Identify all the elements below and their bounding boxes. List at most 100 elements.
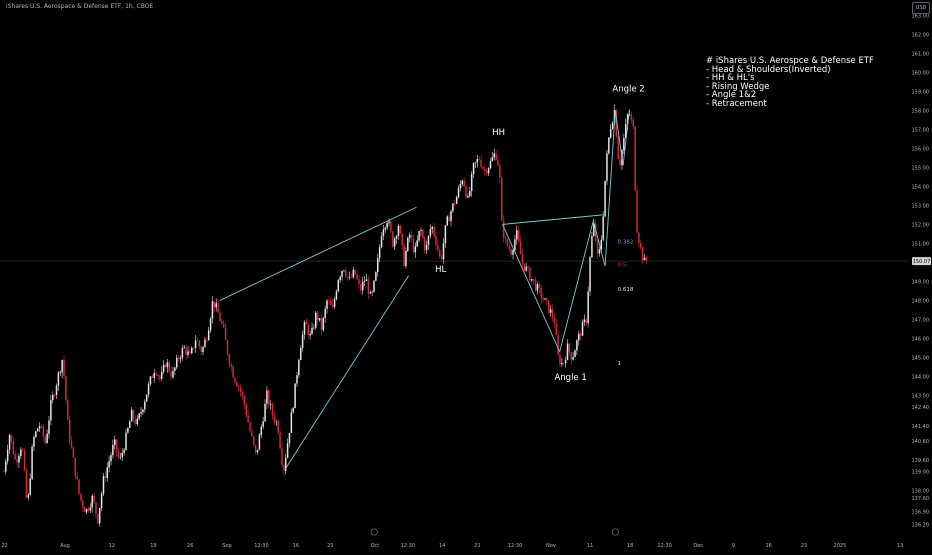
candle-body	[439, 249, 441, 257]
candle-body	[593, 223, 595, 237]
candle-body	[491, 157, 494, 161]
candle-body	[519, 241, 522, 255]
candle-body	[474, 162, 477, 164]
x-tick-label: 19	[150, 543, 156, 549]
trendlines	[219, 110, 630, 470]
candle-body	[234, 377, 236, 383]
candle-body	[380, 236, 383, 248]
last-price-badge	[912, 257, 931, 266]
candle-body	[61, 360, 63, 373]
candle-body	[97, 513, 99, 524]
candle-body	[405, 250, 407, 267]
note-line: - Retracement	[706, 98, 767, 109]
candle-body	[416, 240, 418, 247]
candle-body	[516, 230, 518, 240]
candle-body	[410, 234, 413, 239]
x-tick-label: 23	[327, 543, 333, 549]
candle-body	[219, 312, 221, 322]
event-markers	[370, 528, 619, 536]
candle-body	[147, 383, 150, 395]
trendline	[284, 275, 409, 470]
candle-body	[80, 493, 82, 501]
candle-body	[202, 347, 204, 353]
currency-badge[interactable]: USD	[912, 2, 930, 14]
x-tick-label: 9	[732, 543, 735, 549]
y-tick-label: 154.00	[912, 184, 930, 190]
candle-body	[67, 399, 69, 420]
candle-body	[493, 153, 495, 158]
candle-body	[624, 124, 627, 138]
candle-body	[104, 476, 107, 478]
candle-body	[529, 267, 531, 281]
candle-body	[547, 300, 550, 313]
candle-body	[123, 449, 125, 453]
event-marker-icon	[611, 528, 619, 536]
candle-body	[292, 408, 294, 413]
candle-body	[579, 333, 582, 336]
candle-body	[68, 419, 71, 442]
candle-body	[127, 427, 129, 433]
fib-label: 0.5	[618, 262, 627, 268]
annotation-label: HL	[435, 265, 446, 275]
x-tick-label: 23	[801, 543, 807, 549]
candle-body	[159, 375, 161, 379]
candle-body	[397, 225, 400, 237]
candle-body	[100, 493, 103, 509]
candle-body	[386, 223, 388, 228]
note-line: - HH & HL's	[706, 73, 755, 84]
x-tick-label: 22	[2, 543, 8, 549]
note-line: - Rising Wedge	[706, 81, 770, 92]
candle-body	[562, 363, 565, 364]
trendline	[592, 220, 606, 267]
candle-body	[521, 254, 524, 264]
y-tick-label: 136.20	[912, 523, 930, 529]
annotation-label: HH	[492, 128, 505, 138]
candle-body	[623, 137, 625, 151]
candle-body	[57, 372, 60, 386]
candle-body	[40, 426, 43, 427]
candle-body	[484, 168, 486, 171]
candle-body	[512, 250, 514, 255]
x-tick-label: Sep	[222, 543, 231, 549]
x-tick-label: 16	[765, 543, 771, 549]
candle-body	[25, 470, 28, 498]
candle-body	[33, 436, 35, 447]
candle-body	[8, 435, 11, 450]
candle-body	[132, 409, 135, 420]
candle-body	[322, 318, 325, 330]
symbol-title: iShares U.S. Aerospace & Defense ETF, 1h…	[6, 3, 154, 10]
candle-body	[283, 464, 285, 471]
x-tick-label: 14	[439, 543, 445, 549]
candle-body	[29, 478, 31, 495]
candle-body	[6, 449, 9, 462]
candle-body	[3, 471, 5, 473]
event-marker-icon	[370, 528, 378, 536]
candle-body	[318, 318, 321, 321]
candle-body	[256, 449, 259, 453]
candle-body	[576, 340, 578, 351]
candle-body	[422, 229, 424, 238]
candle-body	[440, 256, 443, 260]
candle-body	[354, 269, 356, 275]
candle-body	[221, 321, 223, 324]
x-tick-label: 16	[293, 543, 299, 549]
candle-body	[638, 232, 640, 244]
candle-body	[609, 128, 612, 138]
candle-body	[288, 432, 291, 444]
candle-body	[63, 360, 65, 376]
candle-body	[157, 374, 159, 376]
x-tick-label: Aug	[60, 543, 70, 549]
candle-body	[217, 303, 219, 313]
candle-body	[53, 394, 56, 396]
fib-label: 1	[618, 361, 622, 367]
y-tick-label: 144.00	[912, 374, 930, 380]
candle-body	[20, 449, 22, 456]
candle-body	[617, 137, 619, 160]
x-tick-label: 12:30	[657, 543, 671, 549]
candle-body	[339, 276, 341, 280]
candle-body	[615, 110, 618, 138]
candle-body	[589, 257, 591, 292]
candle-body	[566, 343, 569, 360]
